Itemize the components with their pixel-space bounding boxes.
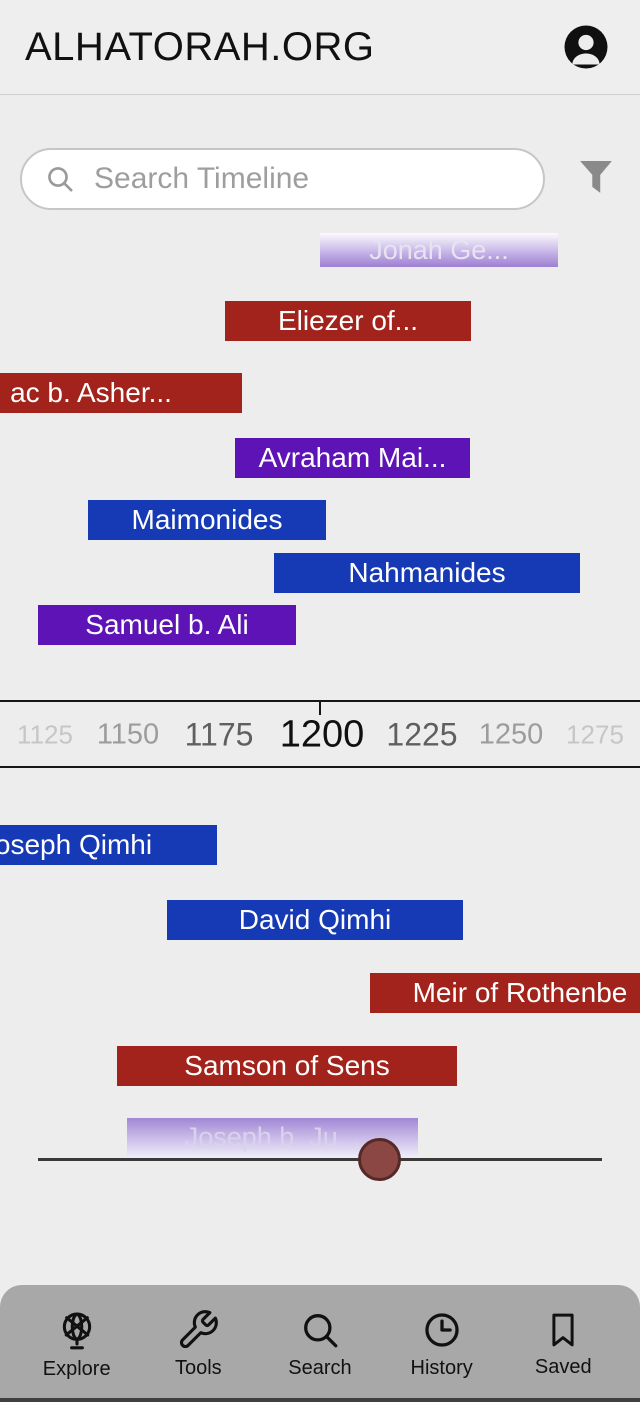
timeline-scrubber-handle[interactable]	[358, 1138, 401, 1181]
nav-item-history[interactable]: History	[397, 1308, 487, 1380]
timeline-scrubber-track[interactable]	[38, 1158, 602, 1161]
timeline-axis[interactable]: 1125 1150 1175 1200 1225 1250 1275	[0, 700, 640, 768]
globe-icon	[62, 1312, 91, 1349]
timeline-bar-samuel-b-ali[interactable]: Samuel b. Ali	[38, 605, 296, 645]
search-row	[0, 95, 640, 225]
nav-item-tools[interactable]: Tools	[153, 1308, 243, 1380]
magnifier-icon	[304, 1313, 338, 1347]
account-button[interactable]	[562, 23, 610, 71]
timeline-bar-meir-of-rothenberg[interactable]: Meir of Rothenbe	[370, 973, 640, 1013]
nav-label-history: History	[410, 1356, 473, 1379]
bottom-nav: Explore Tools Search History Saved	[0, 1285, 640, 1402]
nav-label-tools: Tools	[174, 1356, 222, 1379]
nav-item-search[interactable]: Search	[275, 1308, 365, 1380]
filter-button[interactable]	[578, 160, 614, 196]
account-icon	[564, 25, 608, 69]
timeline-bar-joseph-qimhi[interactable]: oseph Qimhi	[0, 825, 217, 865]
timeline-bar-david-qimhi[interactable]: David Qimhi	[167, 900, 463, 940]
axis-year-1250: 1250	[478, 718, 544, 751]
nav-label-explore: Explore	[42, 1357, 111, 1380]
axis-year-1150: 1150	[96, 718, 160, 751]
timeline-bar-maimonides[interactable]: Maimonides	[88, 500, 326, 540]
timeline-bar-eliezer[interactable]: Eliezer of...	[225, 301, 471, 341]
timeline-upper-area[interactable]: Jonah Ge... Eliezer of... ac b. Asher...…	[0, 225, 640, 700]
timeline-bar-samson-of-sens[interactable]: Samson of Sens	[117, 1046, 457, 1086]
axis-year-1225: 1225	[386, 716, 458, 753]
nav-item-explore[interactable]: Explore	[32, 1307, 122, 1381]
app-title: ALHATORAH.ORG	[25, 24, 375, 69]
timeline-bar-isaac-b-asher[interactable]: ac b. Asher...	[0, 373, 242, 413]
nav-label-search: Search	[288, 1356, 352, 1379]
axis-year-1200-selected: 1200	[279, 713, 365, 756]
axis-center-tick	[319, 702, 321, 715]
clock-icon	[424, 1312, 459, 1347]
axis-year-1125: 1125	[17, 719, 73, 750]
timeline-bar-nahmanides[interactable]: Nahmanides	[274, 553, 580, 593]
nav-label-saved: Saved	[534, 1355, 592, 1378]
axis-year-1175: 1175	[184, 716, 254, 753]
timeline-lower-area[interactable]: oseph Qimhi David Qimhi Meir of Rothenbe…	[0, 768, 640, 1285]
wrench-icon	[180, 1309, 219, 1348]
nav-item-saved[interactable]: Saved	[518, 1309, 608, 1379]
filter-icon	[580, 161, 612, 193]
search-box[interactable]	[20, 148, 545, 210]
search-input[interactable]	[92, 161, 525, 197]
axis-year-1275: 1275	[566, 719, 624, 750]
screen-bottom-edge	[0, 1398, 640, 1402]
bookmark-icon	[552, 1313, 574, 1346]
search-icon	[48, 167, 73, 192]
timeline-bar-jonah[interactable]: Jonah Ge...	[320, 233, 558, 267]
timeline-bar-avraham[interactable]: Avraham Mai...	[235, 438, 470, 478]
app-header: ALHATORAH.ORG	[0, 0, 640, 95]
